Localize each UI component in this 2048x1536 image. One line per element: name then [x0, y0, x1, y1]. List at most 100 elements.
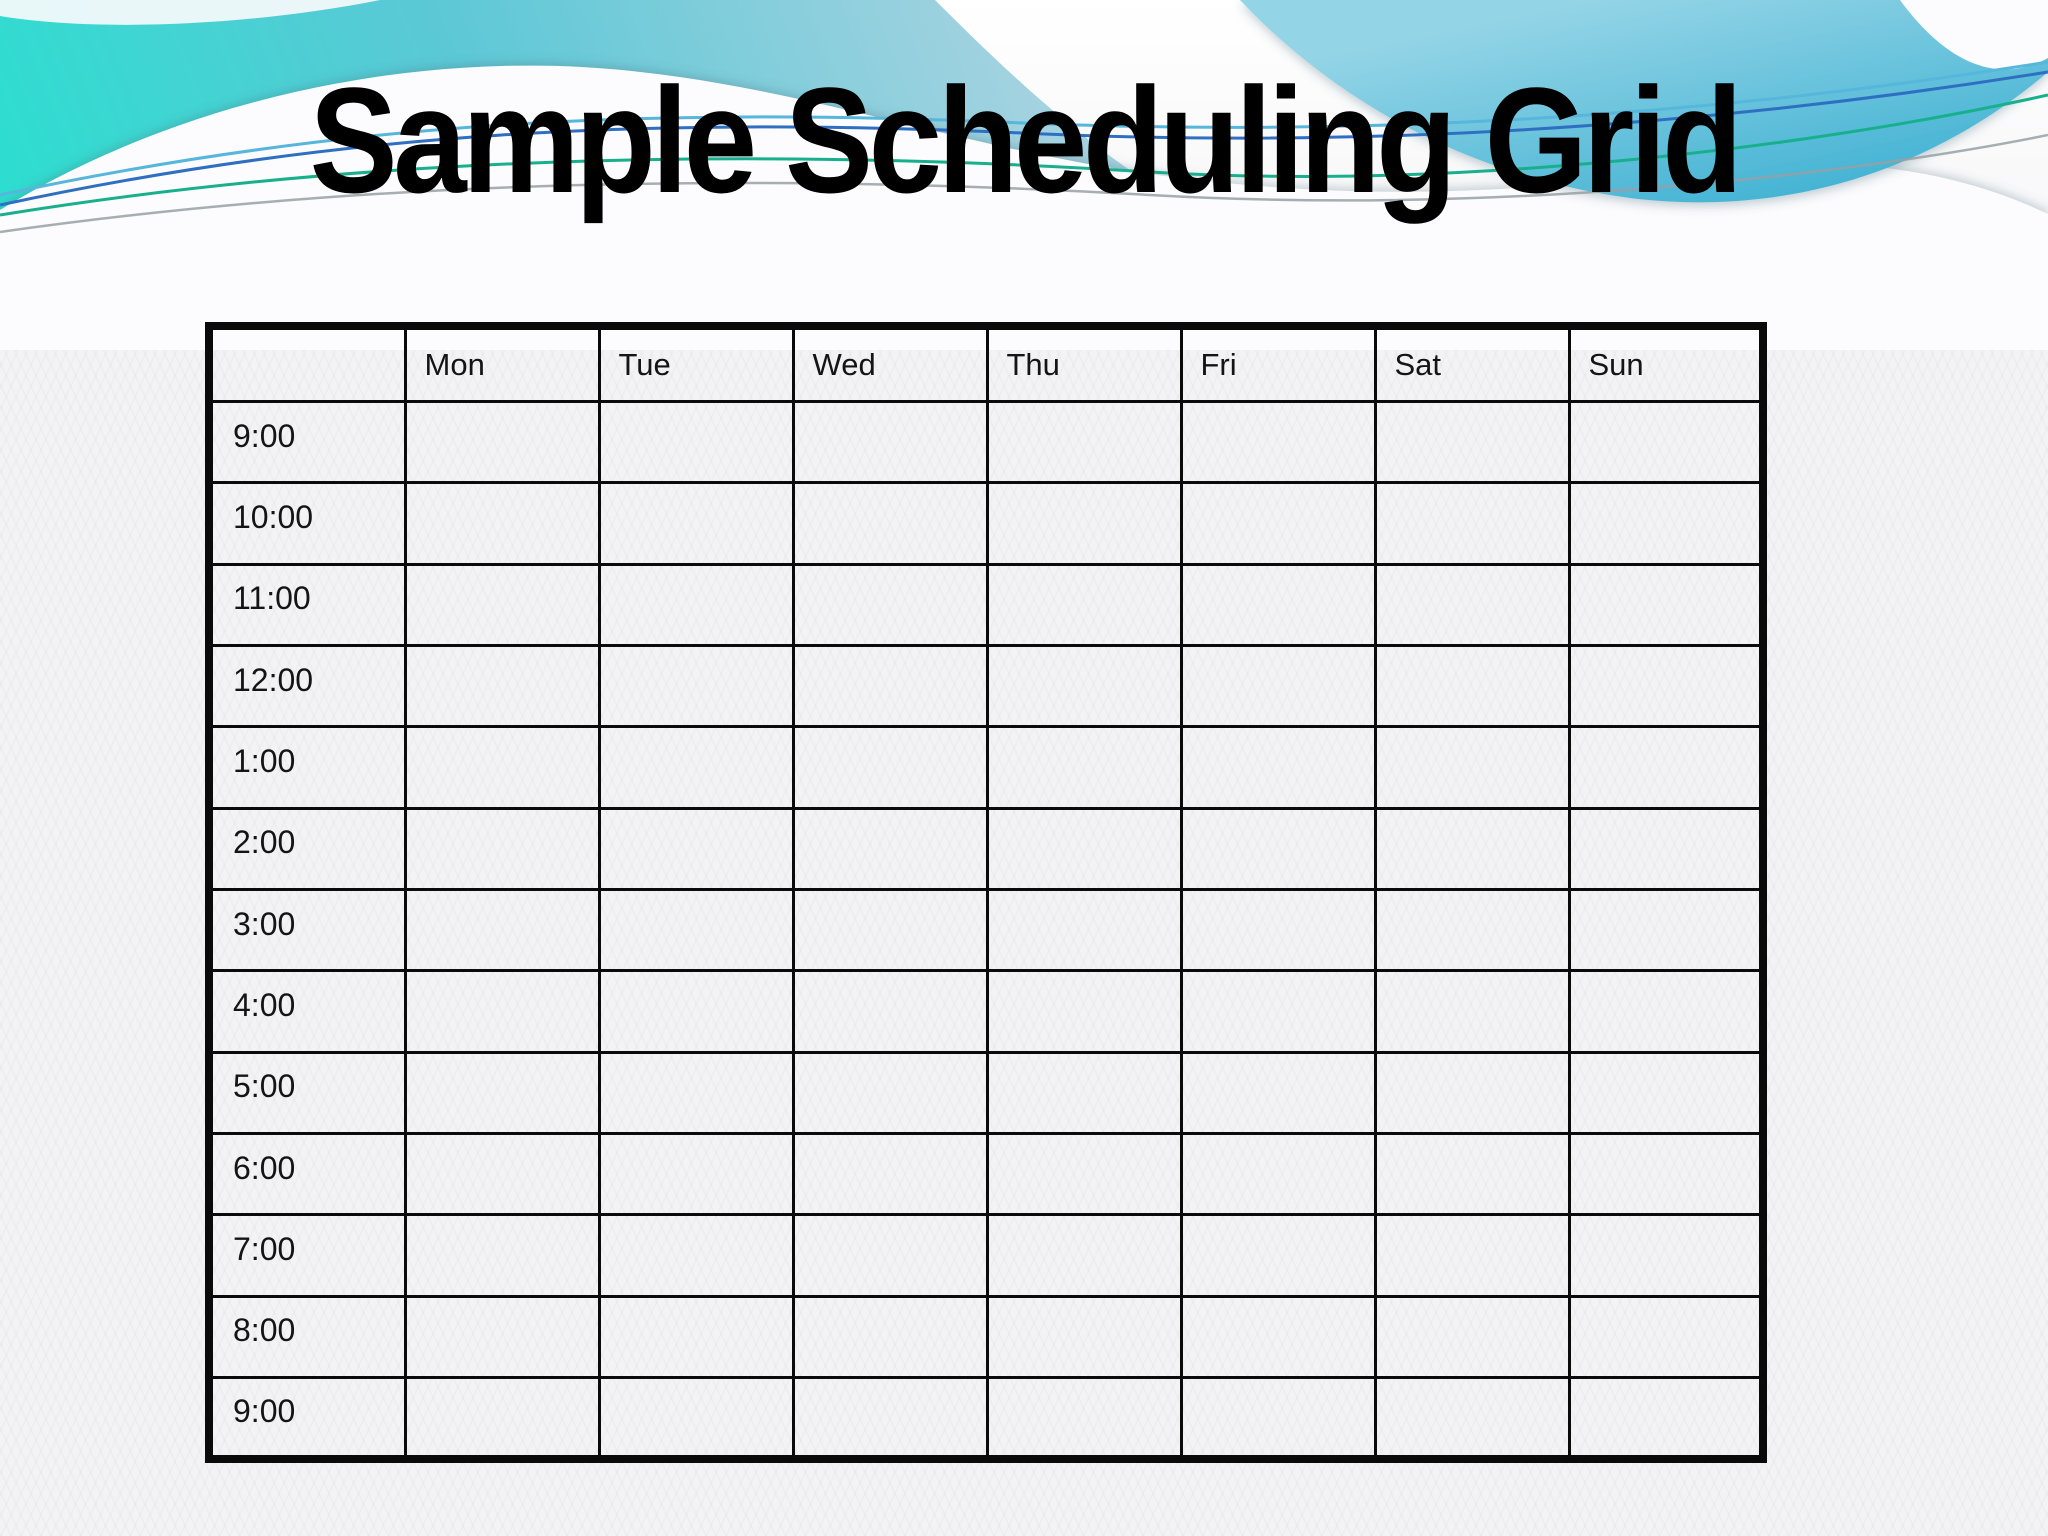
time-label-row-4: 1:00	[207, 725, 407, 810]
schedule-cell-mon-row-5	[403, 806, 601, 892]
schedule-cell-mon-row-11	[403, 1294, 601, 1380]
schedule-cell-wed-row-12	[791, 1376, 989, 1461]
blue-accent-line	[0, 70, 2048, 207]
schedule-cell-mon-row-9	[403, 1132, 601, 1217]
white-corner-wedge	[1900, 0, 2048, 70]
day-header-sun: Sun	[1567, 324, 1765, 403]
time-label-row-10: 7:00	[207, 1213, 407, 1298]
schedule-cell-wed-row-8	[791, 1050, 989, 1136]
schedule-cell-thu-row-4	[985, 725, 1183, 810]
cyan-accent-line	[0, 60, 2048, 197]
schedule-cell-sat-row-4	[1373, 725, 1571, 810]
corner-cell	[207, 324, 407, 403]
schedule-cell-mon-row-0	[403, 399, 601, 485]
schedule-cell-tue-row-4	[597, 725, 795, 810]
schedule-cell-tue-row-5	[597, 806, 795, 892]
schedule-cell-wed-row-11	[791, 1294, 989, 1380]
schedule-cell-tue-row-0	[597, 399, 795, 485]
schedule-cell-tue-row-10	[597, 1213, 795, 1298]
schedule-cell-thu-row-8	[985, 1050, 1183, 1136]
time-label-row-8: 5:00	[207, 1050, 407, 1136]
schedule-cell-wed-row-9	[791, 1132, 989, 1217]
schedule-cell-tue-row-7	[597, 969, 795, 1054]
white-swoosh	[0, 65, 2048, 350]
schedule-cell-mon-row-12	[403, 1376, 601, 1461]
schedule-cell-mon-row-8	[403, 1050, 601, 1136]
schedule-cell-wed-row-6	[791, 888, 989, 973]
day-header-sat: Sat	[1373, 324, 1571, 403]
schedule-cell-fri-row-12	[1179, 1376, 1377, 1461]
schedule-cell-tue-row-1	[597, 481, 795, 566]
time-label-row-5: 2:00	[207, 806, 407, 892]
schedule-cell-sat-row-5	[1373, 806, 1571, 892]
schedule-cell-wed-row-5	[791, 806, 989, 892]
time-label-row-0: 9:00	[207, 399, 407, 485]
schedule-cell-fri-row-9	[1179, 1132, 1377, 1217]
schedule-cell-sat-row-6	[1373, 888, 1571, 973]
schedule-cell-sat-row-0	[1373, 399, 1571, 485]
day-header-wed: Wed	[791, 324, 989, 403]
schedule-cell-wed-row-0	[791, 399, 989, 485]
time-label-row-1: 10:00	[207, 481, 407, 566]
schedule-cell-thu-row-9	[985, 1132, 1183, 1217]
teal-wave-right	[1240, 0, 2048, 203]
day-header-mon: Mon	[403, 324, 601, 403]
schedule-cell-fri-row-3	[1179, 644, 1377, 729]
schedule-cell-sun-row-4	[1567, 725, 1765, 810]
schedule-cell-thu-row-7	[985, 969, 1183, 1054]
schedule-cell-thu-row-5	[985, 806, 1183, 892]
schedule-cell-sun-row-5	[1567, 806, 1765, 892]
schedule-cell-sat-row-10	[1373, 1213, 1571, 1298]
slide-title: Sample Scheduling Grid	[309, 56, 1743, 224]
schedule-cell-mon-row-1	[403, 481, 601, 566]
schedule-cell-sun-row-3	[1567, 644, 1765, 729]
schedule-cell-tue-row-12	[597, 1376, 795, 1461]
schedule-cell-tue-row-8	[597, 1050, 795, 1136]
time-label-row-6: 3:00	[207, 888, 407, 973]
schedule-cell-sat-row-8	[1373, 1050, 1571, 1136]
schedule-cell-sat-row-3	[1373, 644, 1571, 729]
schedule-cell-fri-row-4	[1179, 725, 1377, 810]
schedule-cell-wed-row-3	[791, 644, 989, 729]
time-label-row-2: 11:00	[207, 562, 407, 648]
day-header-fri: Fri	[1179, 324, 1377, 403]
time-label-row-11: 8:00	[207, 1294, 407, 1380]
schedule-cell-sun-row-7	[1567, 969, 1765, 1054]
schedule-cell-sat-row-7	[1373, 969, 1571, 1054]
schedule-cell-mon-row-4	[403, 725, 601, 810]
schedule-cell-sat-row-1	[1373, 481, 1571, 566]
schedule-cell-mon-row-2	[403, 562, 601, 648]
schedule-cell-sat-row-12	[1373, 1376, 1571, 1461]
schedule-cell-wed-row-7	[791, 969, 989, 1054]
schedule-cell-fri-row-11	[1179, 1294, 1377, 1380]
schedule-cell-fri-row-7	[1179, 969, 1377, 1054]
white-top-left-sliver	[0, 0, 380, 25]
scheduling-grid-table: Mon Tue Wed Thu Fri Sat Sun 9:00 10:00 11:00 12:00…	[205, 322, 1767, 1463]
schedule-cell-wed-row-2	[791, 562, 989, 648]
day-header-thu: Thu	[985, 324, 1183, 403]
schedule-cell-tue-row-6	[597, 888, 795, 973]
day-header-tue: Tue	[597, 324, 795, 403]
schedule-cell-tue-row-11	[597, 1294, 795, 1380]
schedule-cell-fri-row-1	[1179, 481, 1377, 566]
schedule-cell-fri-row-10	[1179, 1213, 1377, 1298]
schedule-cell-wed-row-4	[791, 725, 989, 810]
time-label-row-7: 4:00	[207, 969, 407, 1054]
time-label-row-9: 6:00	[207, 1132, 407, 1217]
schedule-cell-mon-row-7	[403, 969, 601, 1054]
schedule-cell-sun-row-12	[1567, 1376, 1765, 1461]
schedule-cell-thu-row-10	[985, 1213, 1183, 1298]
schedule-cell-wed-row-1	[791, 481, 989, 566]
schedule-cell-sat-row-11	[1373, 1294, 1571, 1380]
schedule-cell-thu-row-6	[985, 888, 1183, 973]
schedule-cell-tue-row-9	[597, 1132, 795, 1217]
schedule-cell-thu-row-1	[985, 481, 1183, 566]
time-label-row-12: 9:00	[207, 1376, 407, 1461]
schedule-cell-thu-row-0	[985, 399, 1183, 485]
schedule-cell-fri-row-5	[1179, 806, 1377, 892]
schedule-cell-sun-row-9	[1567, 1132, 1765, 1217]
schedule-cell-thu-row-12	[985, 1376, 1183, 1461]
schedule-cell-sun-row-1	[1567, 481, 1765, 566]
schedule-cell-wed-row-10	[791, 1213, 989, 1298]
